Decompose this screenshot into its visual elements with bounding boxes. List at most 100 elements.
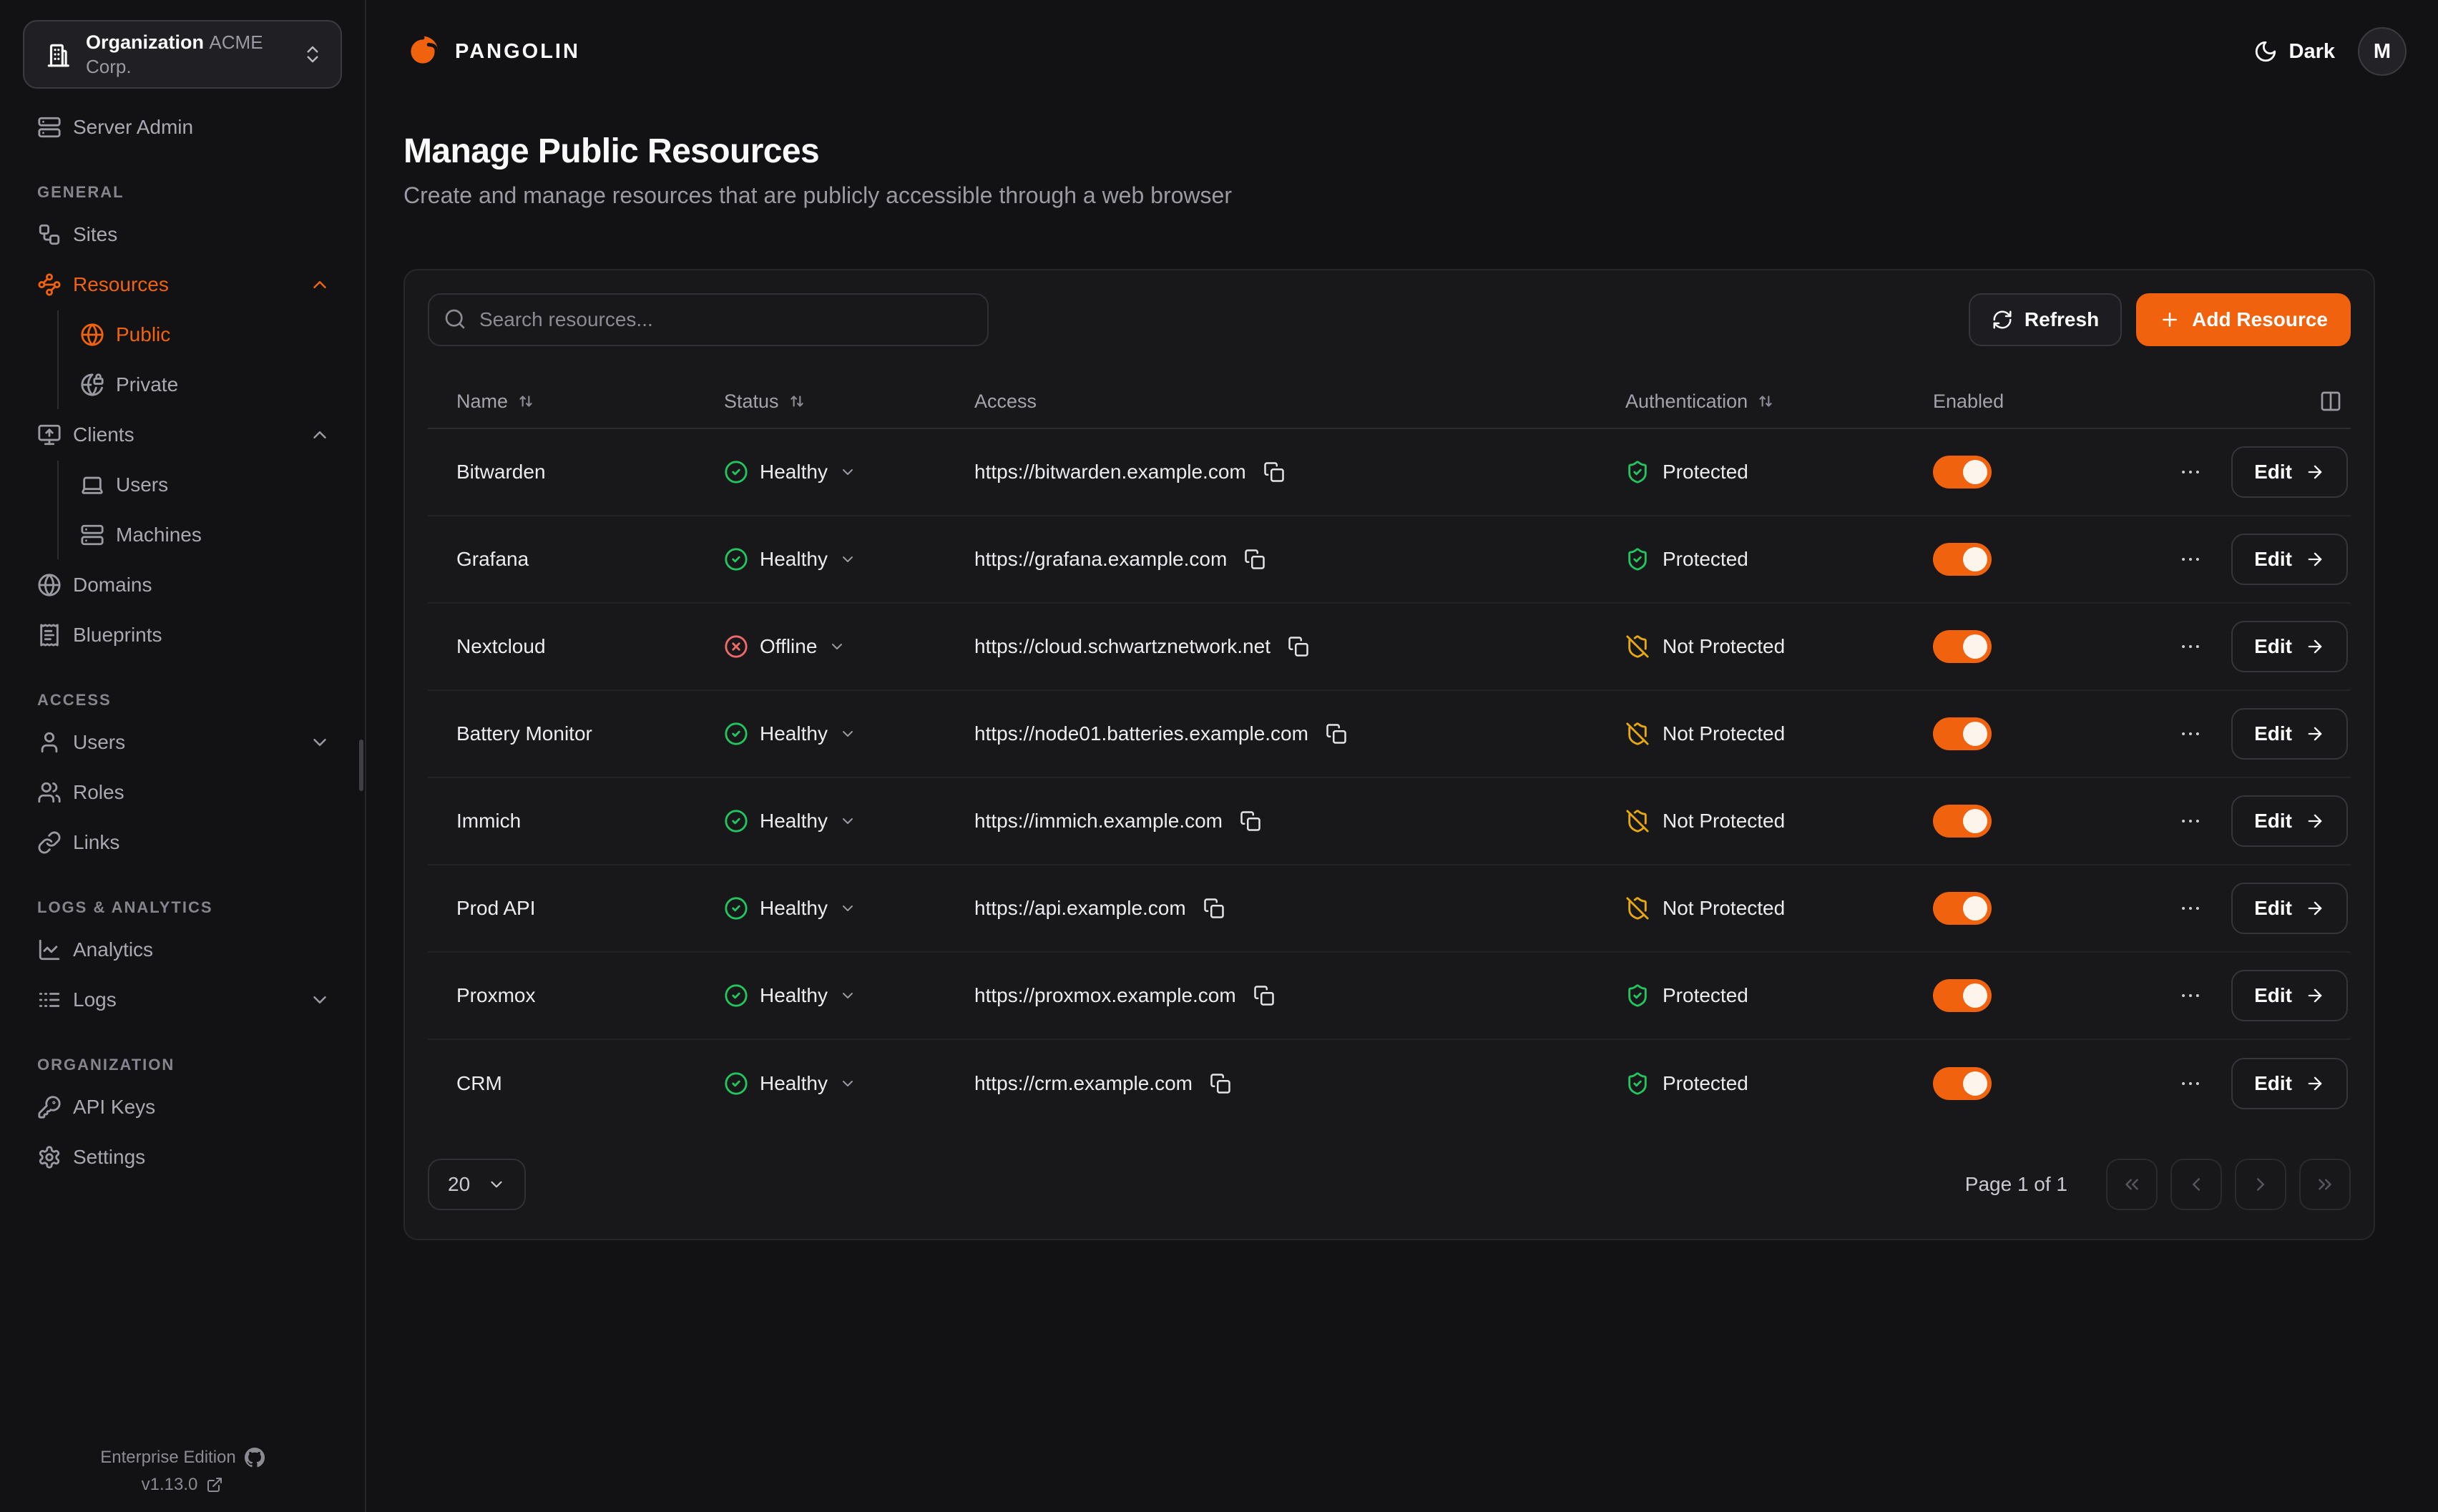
org-selector[interactable]: Organization ACME Corp. bbox=[23, 20, 342, 89]
auth-label: Protected bbox=[1663, 461, 1748, 483]
copy-url-button[interactable] bbox=[1241, 546, 1268, 573]
sidebar-item-clients[interactable]: Clients bbox=[23, 411, 342, 459]
first-page-button[interactable] bbox=[2106, 1159, 2158, 1210]
shield-off-icon bbox=[1625, 634, 1650, 659]
status-badge[interactable]: Healthy bbox=[724, 460, 856, 484]
arrow-right-icon bbox=[2305, 724, 2325, 744]
sidebar-item-resources[interactable]: Resources bbox=[23, 260, 342, 309]
copy-url-button[interactable] bbox=[1237, 807, 1264, 835]
theme-toggle[interactable]: Dark bbox=[2253, 39, 2335, 64]
edit-button[interactable]: Edit bbox=[2231, 970, 2348, 1021]
sidebar-item-public[interactable]: Public bbox=[69, 310, 342, 359]
sidebar-item-domains[interactable]: Domains bbox=[23, 561, 342, 609]
copy-url-button[interactable] bbox=[1207, 1070, 1234, 1097]
row-menu-button[interactable] bbox=[2173, 978, 2208, 1013]
waypoints-icon bbox=[37, 273, 62, 297]
row-menu-button[interactable] bbox=[2173, 629, 2208, 664]
enabled-toggle[interactable] bbox=[1933, 456, 1992, 489]
sidebar-item-sites[interactable]: Sites bbox=[23, 210, 342, 259]
row-menu-button[interactable] bbox=[2173, 803, 2208, 839]
sidebar-scrollbar[interactable] bbox=[359, 740, 363, 791]
chevron-down-icon bbox=[828, 638, 846, 655]
column-header-name[interactable]: Name bbox=[428, 391, 724, 413]
status-badge[interactable]: Healthy bbox=[724, 809, 856, 833]
edit-button[interactable]: Edit bbox=[2231, 1058, 2348, 1109]
resource-name: Immich bbox=[456, 810, 522, 832]
row-menu-button[interactable] bbox=[2173, 1066, 2208, 1101]
last-page-button[interactable] bbox=[2299, 1159, 2351, 1210]
copy-url-button[interactable] bbox=[1260, 458, 1288, 486]
columns-icon[interactable] bbox=[2319, 390, 2342, 413]
search-input[interactable] bbox=[428, 293, 989, 346]
sidebar-item-api-keys[interactable]: API Keys bbox=[23, 1083, 342, 1131]
sidebar-item-machines[interactable]: Machines bbox=[69, 511, 342, 559]
copy-url-button[interactable] bbox=[1250, 982, 1278, 1009]
enabled-toggle[interactable] bbox=[1933, 630, 1992, 663]
sidebar-item-roles[interactable]: Roles bbox=[23, 768, 342, 817]
row-menu-button[interactable] bbox=[2173, 890, 2208, 926]
column-header-authentication[interactable]: Authentication bbox=[1625, 391, 1933, 413]
row-menu-button[interactable] bbox=[2173, 454, 2208, 490]
monitor-up-icon bbox=[37, 423, 62, 447]
version-label: v1.13.0 bbox=[141, 1475, 198, 1494]
next-page-button[interactable] bbox=[2235, 1159, 2286, 1210]
copy-url-button[interactable] bbox=[1323, 720, 1350, 747]
status-badge[interactable]: Healthy bbox=[724, 983, 856, 1008]
copy-icon bbox=[1326, 723, 1347, 745]
edit-button[interactable]: Edit bbox=[2231, 883, 2348, 934]
sidebar-item-settings[interactable]: Settings bbox=[23, 1133, 342, 1182]
status-badge[interactable]: Healthy bbox=[724, 722, 856, 746]
sidebar-item-private[interactable]: Private bbox=[69, 360, 342, 409]
card-footer: 20 Page 1 of 1 bbox=[428, 1159, 2351, 1210]
status-label: Healthy bbox=[760, 461, 828, 483]
building-icon bbox=[44, 41, 72, 68]
edit-button[interactable]: Edit bbox=[2231, 621, 2348, 672]
avatar[interactable]: M bbox=[2358, 27, 2407, 76]
status-badge[interactable]: Healthy bbox=[724, 896, 856, 921]
row-menu-button[interactable] bbox=[2173, 716, 2208, 752]
section-label-access: ACCESS bbox=[37, 691, 112, 709]
chevron-down-icon bbox=[839, 463, 856, 481]
status-badge[interactable]: Healthy bbox=[724, 547, 856, 571]
sidebar-item-server-admin[interactable]: Server Admin bbox=[23, 103, 342, 152]
sidebar-item-blueprints[interactable]: Blueprints bbox=[23, 611, 342, 659]
row-menu-button[interactable] bbox=[2173, 541, 2208, 577]
resource-name: Grafana bbox=[456, 548, 529, 570]
enabled-toggle[interactable] bbox=[1933, 1067, 1992, 1100]
status-label: Healthy bbox=[760, 984, 828, 1006]
key-icon bbox=[37, 1095, 62, 1119]
sidebar-footer: Enterprise Edition v1.13.0 bbox=[0, 1440, 365, 1495]
status-badge[interactable]: Healthy bbox=[724, 1071, 856, 1096]
copy-icon bbox=[1240, 810, 1261, 832]
auth-label: Not Protected bbox=[1663, 810, 1786, 832]
resource-url: https://cloud.schwartznetwork.net bbox=[974, 635, 1271, 657]
sidebar-item-users[interactable]: Users bbox=[23, 718, 342, 767]
edit-button[interactable]: Edit bbox=[2231, 446, 2348, 498]
copy-url-button[interactable] bbox=[1285, 633, 1312, 660]
edit-button[interactable]: Edit bbox=[2231, 534, 2348, 585]
enabled-toggle[interactable] bbox=[1933, 979, 1992, 1012]
edit-button[interactable]: Edit bbox=[2231, 795, 2348, 847]
circle-check-icon bbox=[724, 722, 748, 746]
copy-icon bbox=[1253, 985, 1275, 1006]
sidebar-item-analytics[interactable]: Analytics bbox=[23, 926, 342, 974]
add-resource-button[interactable]: Add Resource bbox=[2136, 293, 2351, 346]
shield-off-icon bbox=[1625, 809, 1650, 833]
column-header-status[interactable]: Status bbox=[724, 391, 974, 413]
edit-button[interactable]: Edit bbox=[2231, 708, 2348, 760]
sidebar-item-logs[interactable]: Logs bbox=[23, 976, 342, 1024]
refresh-button[interactable]: Refresh bbox=[1968, 293, 2123, 346]
moon-icon bbox=[2253, 39, 2278, 64]
enabled-toggle[interactable] bbox=[1933, 543, 1992, 576]
sidebar-item-client-users[interactable]: Users bbox=[69, 461, 342, 509]
status-badge[interactable]: Offline bbox=[724, 634, 846, 659]
copy-url-button[interactable] bbox=[1200, 895, 1228, 922]
enabled-toggle[interactable] bbox=[1933, 717, 1992, 750]
prev-page-button[interactable] bbox=[2170, 1159, 2222, 1210]
enabled-toggle[interactable] bbox=[1933, 892, 1992, 925]
sidebar-item-links[interactable]: Links bbox=[23, 818, 342, 867]
page-size-select[interactable]: 20 bbox=[428, 1159, 527, 1210]
external-link-icon[interactable] bbox=[206, 1476, 223, 1493]
enabled-toggle[interactable] bbox=[1933, 805, 1992, 838]
github-icon[interactable] bbox=[245, 1448, 265, 1468]
